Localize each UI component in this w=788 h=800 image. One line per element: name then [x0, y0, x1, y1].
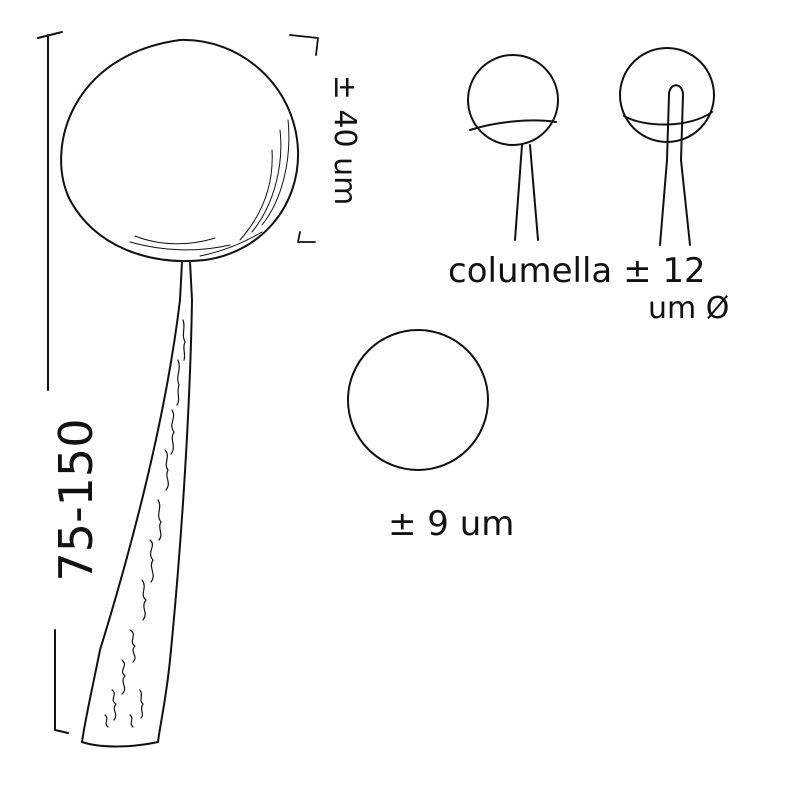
diameter-label: ± 40 um — [327, 75, 362, 206]
stalk-upper — [179, 261, 193, 301]
stalk-lower — [81, 299, 193, 743]
diameter-bracket — [289, 34, 319, 243]
dimension-line-top — [37, 31, 63, 391]
columella-sketch-1 — [467, 54, 559, 241]
columella-label: columella ± 12 — [448, 251, 706, 291]
main-sporangiophore — [60, 38, 300, 748]
spore-label: ± 9 um — [388, 504, 514, 544]
spore-sketch — [347, 329, 489, 471]
stalk-texture — [104, 319, 186, 728]
stalk-base — [81, 741, 159, 748]
sporangium-head — [60, 38, 300, 262]
height-dimension: 75-150 — [37, 31, 103, 734]
dimension-line-bottom — [54, 629, 69, 734]
height-label: 75-150 — [49, 419, 103, 582]
columella-sketch-2 — [619, 47, 715, 246]
columella-unit-label: um Ø — [648, 291, 729, 326]
diameter-dimension: ± 40 um — [289, 34, 362, 243]
head-shading — [129, 119, 290, 257]
